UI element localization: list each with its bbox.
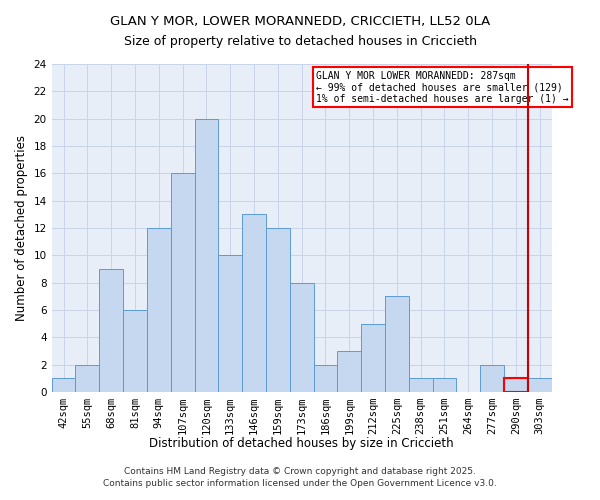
Text: Contains HM Land Registry data © Crown copyright and database right 2025.
Contai: Contains HM Land Registry data © Crown c… xyxy=(103,466,497,487)
Bar xyxy=(76,364,99,392)
Bar xyxy=(218,256,242,392)
Bar xyxy=(314,364,337,392)
Bar xyxy=(337,351,361,392)
Bar xyxy=(52,378,76,392)
Bar xyxy=(433,378,457,392)
Bar xyxy=(123,310,147,392)
Bar xyxy=(480,364,504,392)
Text: GLAN Y MOR LOWER MORANNEDD: 287sqm
← 99% of detached houses are smaller (129)
1%: GLAN Y MOR LOWER MORANNEDD: 287sqm ← 99%… xyxy=(316,71,569,104)
Bar xyxy=(99,269,123,392)
Bar xyxy=(170,174,194,392)
Bar xyxy=(385,296,409,392)
Bar xyxy=(194,118,218,392)
Bar xyxy=(361,324,385,392)
Bar xyxy=(266,228,290,392)
Bar xyxy=(242,214,266,392)
Bar xyxy=(409,378,433,392)
X-axis label: Distribution of detached houses by size in Criccieth: Distribution of detached houses by size … xyxy=(149,437,454,450)
Bar xyxy=(528,378,551,392)
Text: Size of property relative to detached houses in Criccieth: Size of property relative to detached ho… xyxy=(124,35,476,48)
Text: GLAN Y MOR, LOWER MORANNEDD, CRICCIETH, LL52 0LA: GLAN Y MOR, LOWER MORANNEDD, CRICCIETH, … xyxy=(110,15,490,28)
Bar xyxy=(504,378,528,392)
Bar xyxy=(147,228,170,392)
Y-axis label: Number of detached properties: Number of detached properties xyxy=(15,135,28,321)
Bar xyxy=(290,282,314,392)
